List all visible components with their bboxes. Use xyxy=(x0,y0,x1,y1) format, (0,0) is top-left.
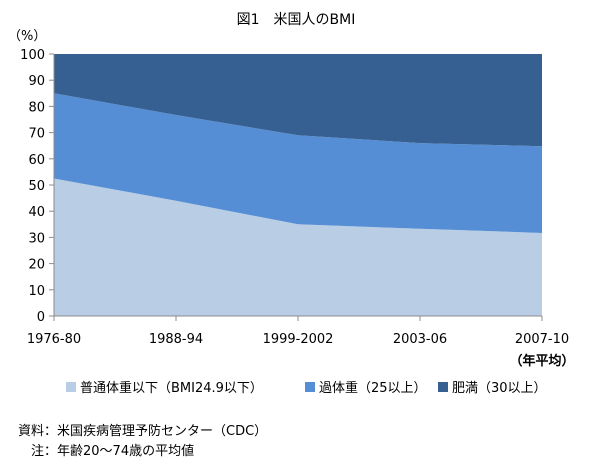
source-note: 資料：米国疾病管理予防センター（CDC） xyxy=(18,424,268,439)
x-tick-label: 1999-2002 xyxy=(263,332,334,347)
age-note: 注：年齢20～74歳の平均値 xyxy=(18,444,195,459)
legend-label-1: 過体重（25以上） xyxy=(319,380,427,396)
y-tick-label: 60 xyxy=(28,153,45,168)
legend-swatch-1 xyxy=(305,382,315,392)
x-tick-label: 2003-06 xyxy=(393,332,447,347)
y-tick-label: 100 xyxy=(20,48,45,63)
y-tick-label: 90 xyxy=(28,74,45,89)
area-series-1 xyxy=(54,93,542,233)
legend: 普通体重以下（BMI24.9以下） 過体重（25以上） 肥満（30以上） xyxy=(66,380,547,396)
y-axis-unit-label: （%） xyxy=(8,29,46,44)
y-tick-label: 50 xyxy=(28,179,45,194)
y-tick-label: 30 xyxy=(28,231,45,246)
y-tick-label: 10 xyxy=(28,284,45,299)
legend-swatch-0 xyxy=(66,382,76,392)
area-series-0 xyxy=(54,178,542,316)
notes: 資料：米国疾病管理予防センター（CDC） 注：年齢20～74歳の平均値 xyxy=(18,422,267,462)
legend-swatch-2 xyxy=(438,382,448,392)
x-tick-label: 1988-94 xyxy=(149,332,203,347)
x-tick-label: 1976-80 xyxy=(27,332,81,347)
legend-label-2: 肥満（30以上） xyxy=(452,381,547,396)
y-tick-label: 40 xyxy=(28,205,45,220)
y-tick-label: 70 xyxy=(28,127,45,142)
x-tick-label: 2007-10 xyxy=(515,332,569,347)
y-tick-label: 20 xyxy=(28,258,45,273)
y-tick-label: 80 xyxy=(28,100,45,115)
y-tick-label: 0 xyxy=(37,310,45,325)
legend-label-0: 普通体重以下（BMI24.9以下） xyxy=(80,380,263,396)
y-axis-ticks: 0 10 20 30 40 50 60 70 80 90 100 xyxy=(20,48,54,325)
area-series-2 xyxy=(54,54,542,147)
stacked-areas xyxy=(54,54,542,316)
x-axis-unit-label: （年平均） xyxy=(509,353,574,369)
x-axis-ticks: 1976-80 1988-94 1999-2002 2003-06 2007-10 xyxy=(27,316,569,347)
chart-title: 図1 米国人のBMI xyxy=(237,12,356,28)
